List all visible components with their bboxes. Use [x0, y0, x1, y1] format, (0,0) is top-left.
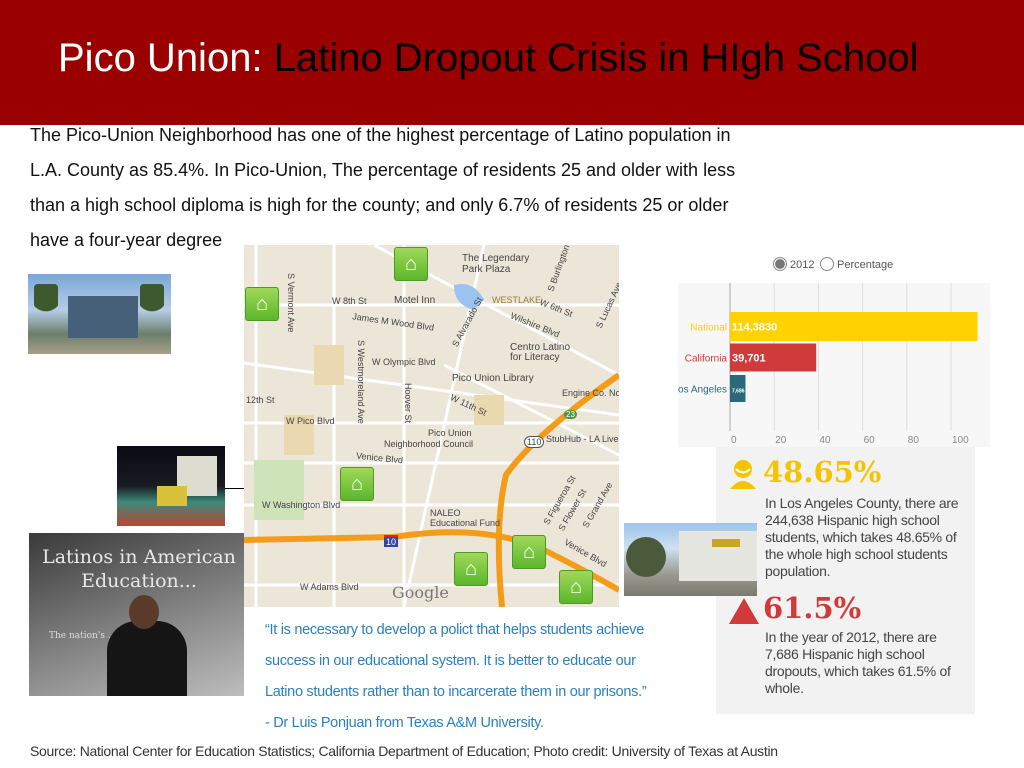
radio-selected-icon [773, 257, 787, 271]
map-label: Motel Inn [394, 295, 436, 306]
lecture-photo: Latinos in American Education... The nat… [29, 533, 244, 696]
radio-unselected-icon [820, 257, 834, 271]
intro-line: than a high school diploma is high for t… [30, 195, 729, 215]
data-label: 39,701 [732, 353, 766, 365]
triangle-up-icon [729, 598, 759, 624]
map-label: WESTLAKE [492, 295, 542, 305]
pico-union-map[interactable]: The Legendary Park Plaza W 8th St Motel … [244, 245, 619, 607]
radio-label: Percentage [837, 259, 894, 271]
header-banner [0, 0, 1024, 125]
x-tick-label: 0 [731, 435, 737, 446]
map-label: W Washington Blvd [262, 500, 341, 510]
palm-tree [34, 284, 58, 344]
quote-line: “It is necessary to develop a polict tha… [265, 622, 644, 638]
exit-badge: 23 [564, 410, 577, 419]
source-credit: Source: National Center for Education St… [30, 743, 778, 759]
map-label: W Pico Blvd [286, 416, 335, 426]
map-label: Educational Fund [430, 518, 501, 528]
intro-line: L.A. County as 85.4%. In Pico-Union, The… [30, 160, 736, 180]
light-shape [157, 486, 187, 506]
page-title: Pico Union: Latino Dropout Crisis in HIg… [58, 36, 918, 81]
interstate-shield: 10 [384, 535, 399, 547]
map-label: Hoover St [403, 383, 413, 424]
building-shape [68, 296, 138, 338]
category-label: National [690, 323, 727, 334]
slide-text: Latinos in American Education... [42, 546, 236, 592]
sign-shape [712, 539, 740, 547]
radio-percentage[interactable]: Percentage [820, 257, 893, 271]
title-prefix: Pico Union: [58, 36, 263, 80]
map-label: The Legendary [462, 253, 530, 264]
chart-svg: 0 20 40 60 80 100 National 114,3830 California 39… [673, 283, 978, 446]
school-house-icon[interactable]: ⌂ [340, 467, 374, 501]
map-label: Pico Union Library [452, 373, 534, 384]
highway-shield: 110 [524, 436, 545, 448]
x-tick-label: 60 [864, 435, 876, 446]
map-label: Park Plaza [462, 264, 511, 275]
dropout-bar-chart: 0 20 40 60 80 100 National 114,3830 California 39… [673, 283, 990, 447]
stat-value-students: 48.65% [763, 455, 882, 489]
data-label: 7,686 [732, 389, 745, 395]
data-label: 114,3830 [732, 322, 777, 334]
school-building-photo [28, 274, 171, 354]
map-label: Neighborhood Council [384, 439, 474, 449]
map-label: Engine Co. No. [562, 388, 619, 398]
tree-shape [626, 537, 666, 577]
category-label: California [685, 354, 728, 365]
map-label: W Olympic Blvd [372, 357, 436, 367]
map-label: Centro Latino [510, 342, 571, 353]
school-house-icon[interactable]: ⌂ [394, 247, 428, 281]
quote-attribution: - Dr Luis Ponjuan from Texas A&M Univers… [265, 715, 544, 731]
stat-value-dropouts: 61.5% [763, 591, 862, 625]
map-roads [244, 245, 619, 607]
bar-national [730, 312, 978, 341]
speaker [107, 621, 187, 696]
category-label: Los Angeles [678, 385, 727, 396]
intro-line: The Pico-Union Neighborhood has one of t… [30, 125, 731, 145]
school-exterior-photo [624, 523, 757, 596]
x-tick-label: 40 [819, 435, 831, 446]
map-label: S Vermont Ave [286, 273, 296, 333]
x-tick-label: 20 [775, 435, 787, 446]
stat-text-dropouts: In the year of 2012, there are 7,686 His… [765, 629, 951, 696]
map-label: 12th St [246, 395, 275, 405]
bar-los-angeles [730, 375, 746, 402]
speaker-head [129, 595, 159, 629]
map-label: S Westmoreland Ave [356, 340, 366, 424]
radio-label: 2012 [790, 259, 815, 271]
quote-line: success in our educational system. It is… [265, 653, 636, 669]
map-label: StubHub - LA Live [546, 434, 619, 444]
quote-line: Latino students rather than to incarcera… [265, 684, 647, 700]
map-label: NALEO [430, 508, 461, 518]
slide-subtitle: The nation's ... workforce [49, 631, 166, 641]
bar-california [730, 343, 817, 372]
person-icon [730, 460, 756, 489]
x-tick-label: 80 [908, 435, 920, 446]
radio-2012[interactable]: 2012 [773, 257, 814, 271]
school-house-icon[interactable]: ⌂ [245, 287, 279, 321]
stat-text-students: In Los Angeles County, there are 244,638… [765, 495, 959, 579]
map-label: for Literacy [510, 352, 560, 363]
school-house-icon[interactable]: ⌂ [512, 535, 546, 569]
map-label: W Adams Blvd [300, 582, 359, 592]
night-school-photo [117, 446, 225, 526]
title-rest: Latino Dropout Crisis in HIgh School [262, 36, 919, 80]
map-label: Pico Union [428, 428, 472, 438]
intro-line: have a four-year degree [30, 230, 223, 250]
stats-panel: 48.65% In Los Angeles County, there are … [716, 447, 975, 714]
map-label: W 8th St [332, 296, 367, 306]
x-tick-label: 100 [952, 435, 969, 446]
school-house-icon[interactable]: ⌂ [454, 552, 488, 586]
school-house-icon[interactable]: ⌂ [559, 570, 593, 604]
google-logo: Google [392, 583, 449, 602]
palm-tree [140, 284, 164, 344]
